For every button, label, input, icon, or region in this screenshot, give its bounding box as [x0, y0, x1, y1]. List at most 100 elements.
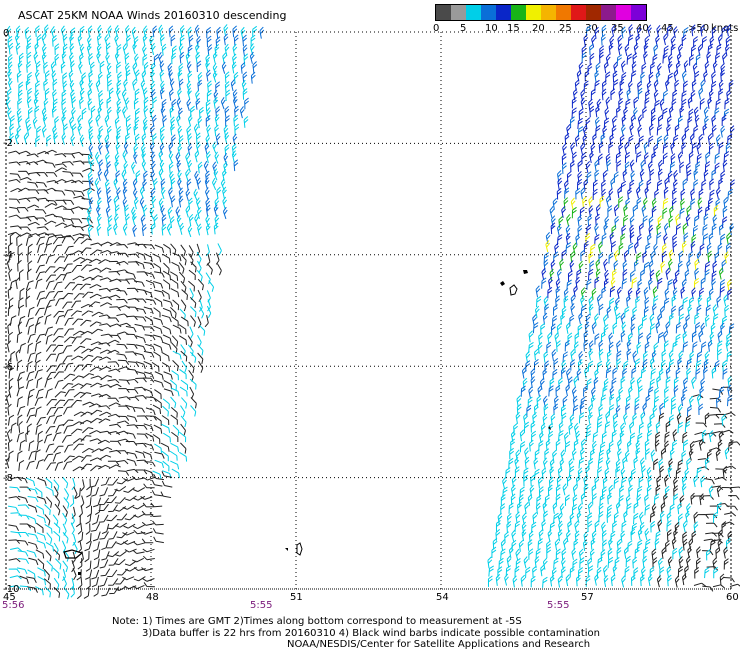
wind-barb [630, 528, 636, 541]
wind-barb [8, 331, 14, 344]
wind-barb [9, 315, 17, 326]
wind-barb [179, 431, 187, 443]
wind-barb [80, 258, 92, 264]
wind-barb [85, 569, 93, 580]
wind-barb [621, 114, 627, 127]
wind-barb [655, 70, 661, 83]
wind-barb [131, 161, 136, 174]
wind-barb [693, 582, 706, 587]
wind-barb [679, 161, 685, 174]
wind-barb [622, 169, 628, 182]
wind-barb [9, 575, 22, 580]
wind-barb [116, 478, 129, 485]
wind-barb [654, 99, 660, 112]
wind-barb [588, 268, 594, 281]
wind-barb [686, 367, 691, 380]
wind-barb [659, 305, 665, 318]
wind-barb [150, 222, 156, 235]
wind-barb [170, 34, 176, 47]
wind-barb [594, 234, 600, 246]
wind-barb [81, 348, 93, 354]
wind-barb [533, 358, 539, 371]
wind-barb [726, 232, 731, 245]
wind-barb [536, 494, 542, 507]
wind-barb [61, 89, 67, 102]
wind-barb [608, 252, 614, 264]
wind-barb [616, 105, 621, 118]
wind-barb [143, 483, 155, 489]
wind-barb [547, 286, 553, 299]
wind-barb [17, 414, 23, 426]
wind-barb [54, 53, 60, 66]
wind-barb [681, 90, 687, 102]
wind-barb [53, 445, 64, 453]
wind-barb [688, 151, 694, 163]
wind-barb [154, 297, 163, 307]
wind-barb [724, 447, 730, 460]
wind-barb [162, 270, 172, 281]
wind-barb [668, 105, 674, 118]
wind-barb [662, 152, 668, 164]
wind-barb [158, 51, 163, 65]
wind-barb [92, 531, 101, 542]
wind-barb [556, 223, 562, 236]
wind-barb [62, 199, 75, 205]
wind-barb [133, 529, 146, 535]
wind-barb [567, 270, 573, 282]
wind-barb [513, 422, 518, 435]
wind-barb [520, 574, 526, 587]
wind-barb [630, 114, 636, 127]
wind-barb [612, 367, 618, 379]
wind-barb [667, 170, 673, 183]
wind-barb [37, 430, 43, 442]
wind-barb [61, 132, 67, 145]
wind-barb [90, 375, 103, 380]
wind-barb [674, 79, 680, 92]
wind-barb [632, 413, 638, 425]
wind-barb [620, 180, 627, 192]
wind-barb [96, 51, 101, 64]
wind-barb [153, 280, 164, 289]
wind-barb [194, 24, 200, 37]
wind-barb [557, 177, 563, 190]
wind-barb [629, 179, 635, 192]
wind-barb [124, 495, 137, 501]
wind-barb [122, 223, 128, 236]
wind-barb [80, 411, 93, 417]
wind-barb [135, 377, 147, 383]
wind-barb [537, 341, 543, 354]
legend-swatch [556, 5, 571, 20]
wind-barb [702, 495, 714, 500]
wind-barb [622, 269, 628, 281]
wind-barb [612, 412, 618, 425]
wind-barb [603, 324, 609, 336]
wind-barb [602, 125, 608, 138]
wind-barb [615, 466, 621, 478]
wind-barb [639, 169, 645, 182]
wind-barb [45, 254, 55, 264]
wind-barb [28, 450, 37, 460]
wind-barb [601, 286, 607, 298]
wind-barb [729, 223, 735, 236]
wind-barb [197, 206, 202, 219]
wind-barb [648, 277, 653, 290]
wind-barb [694, 267, 700, 280]
wind-barb [230, 79, 236, 92]
wind-barb [720, 322, 725, 335]
wind-barb [711, 114, 717, 127]
wind-barb [17, 539, 29, 546]
wind-barb [133, 566, 146, 572]
wind-barb [703, 106, 709, 119]
wind-barb [104, 34, 110, 47]
wind-barb [27, 533, 39, 540]
wind-barb [8, 568, 21, 574]
wind-barb [627, 332, 633, 345]
wind-barb [91, 448, 104, 454]
wind-barb [27, 586, 39, 593]
wind-barb [16, 450, 23, 462]
wind-barb [162, 299, 173, 307]
wind-barb [566, 474, 572, 487]
wind-barb [649, 511, 656, 523]
wind-barb [553, 403, 559, 416]
wind-barb [45, 496, 53, 508]
